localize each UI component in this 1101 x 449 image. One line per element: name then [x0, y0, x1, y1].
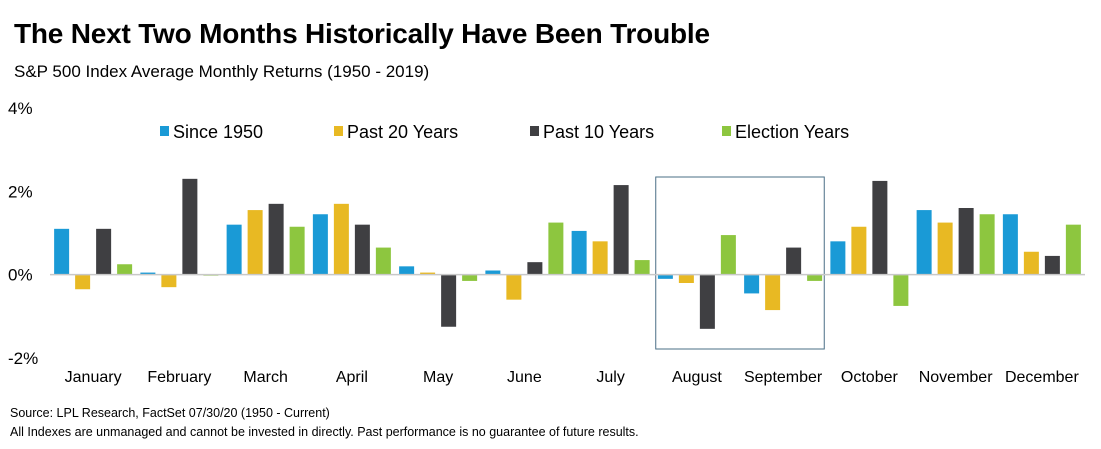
y-tick-label: 4%	[8, 99, 33, 118]
bar-may-past-10-years	[441, 274, 457, 327]
bar-october-past-10-years	[872, 180, 888, 275]
bar-august-since-1950	[657, 274, 673, 279]
y-tick-label: -2%	[8, 349, 38, 368]
legend-swatch	[530, 126, 539, 136]
x-tick-label: August	[672, 369, 722, 386]
y-tick-label: 2%	[8, 182, 33, 201]
bar-february-past-10-years	[182, 178, 198, 275]
x-tick-label: May	[423, 369, 453, 386]
bar-march-election-years	[289, 226, 305, 275]
legend-label: Election Years	[735, 122, 849, 142]
bar-november-election-years	[979, 214, 995, 275]
bar-july-election-years	[634, 260, 650, 275]
bar-march-past-20-years	[247, 210, 263, 275]
bar-december-since-1950	[1002, 214, 1018, 275]
legend-label: Past 10 Years	[543, 122, 654, 142]
bar-february-since-1950	[140, 272, 156, 275]
x-tick-label: September	[744, 369, 823, 386]
x-tick-label: April	[336, 369, 368, 386]
bar-june-election-years	[548, 222, 564, 275]
bar-august-election-years	[720, 235, 736, 275]
bar-august-past-10-years	[699, 274, 715, 329]
x-tick-label: January	[65, 369, 122, 386]
bar-november-past-10-years	[958, 208, 974, 275]
bar-june-since-1950	[485, 270, 501, 275]
bar-january-election-years	[117, 264, 133, 275]
bar-january-past-20-years	[75, 274, 91, 290]
bar-january-since-1950	[54, 228, 70, 275]
bar-october-since-1950	[830, 241, 846, 275]
bar-april-past-10-years	[354, 224, 370, 275]
x-tick-label: October	[841, 369, 899, 386]
bar-october-past-20-years	[851, 226, 867, 275]
chart-subtitle: S&P 500 Index Average Monthly Returns (1…	[14, 62, 430, 81]
bar-july-since-1950	[571, 230, 587, 275]
bar-april-since-1950	[312, 214, 328, 275]
bar-july-past-10-years	[613, 185, 629, 275]
x-tick-label: June	[507, 369, 542, 386]
bar-march-past-10-years	[268, 203, 284, 275]
bar-november-since-1950	[916, 210, 932, 275]
legend-swatch	[722, 126, 731, 136]
bar-november-past-20-years	[937, 222, 953, 275]
bar-october-election-years	[893, 274, 909, 306]
bar-september-since-1950	[744, 274, 760, 294]
bar-september-election-years	[807, 274, 823, 281]
bar-august-past-20-years	[678, 274, 694, 283]
legend-swatch	[160, 126, 169, 136]
x-tick-label: March	[243, 369, 287, 386]
legend-label: Since 1950	[173, 122, 263, 142]
bar-december-past-10-years	[1044, 255, 1060, 275]
bar-june-past-20-years	[506, 274, 522, 300]
bar-march-since-1950	[226, 224, 242, 275]
disclaimer-note: All Indexes are unmanaged and cannot be …	[10, 425, 639, 439]
y-tick-label: 0%	[8, 266, 33, 285]
bar-june-past-10-years	[527, 262, 543, 275]
bar-may-election-years	[462, 274, 478, 281]
x-tick-label: July	[596, 369, 624, 386]
bar-may-past-20-years	[420, 272, 436, 275]
source-note: Source: LPL Research, FactSet 07/30/20 (…	[10, 406, 330, 420]
bar-january-past-10-years	[96, 228, 112, 275]
x-tick-label: December	[1005, 369, 1079, 386]
legend-label: Past 20 Years	[347, 122, 458, 142]
bar-april-election-years	[375, 247, 391, 275]
bar-december-past-20-years	[1023, 251, 1039, 275]
bar-may-since-1950	[399, 266, 415, 275]
bar-february-past-20-years	[161, 274, 177, 288]
bar-september-past-20-years	[765, 274, 781, 311]
bar-december-election-years	[1065, 224, 1081, 275]
chart-title: The Next Two Months Historically Have Be…	[14, 18, 710, 49]
bar-july-past-20-years	[592, 241, 608, 275]
highlight-box	[655, 176, 825, 350]
x-tick-label: February	[147, 369, 211, 386]
x-tick-label: November	[919, 369, 993, 386]
bar-april-past-20-years	[333, 203, 349, 275]
legend-swatch	[334, 126, 343, 136]
bar-september-past-10-years	[786, 247, 802, 275]
